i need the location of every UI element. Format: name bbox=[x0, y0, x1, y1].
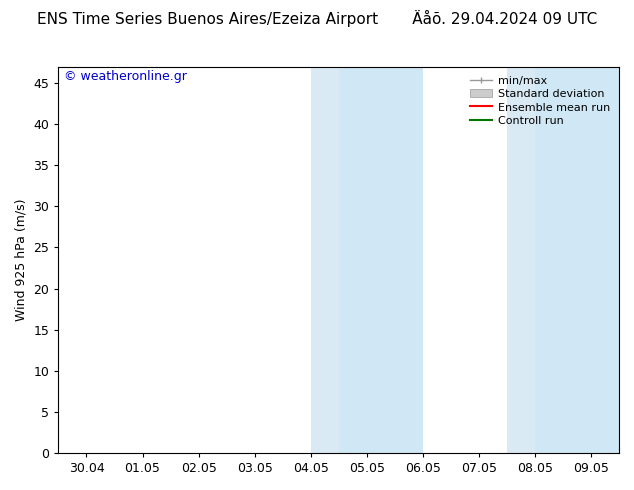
Bar bbox=[339, 67, 423, 453]
Text: ENS Time Series Buenos Aires/Ezeiza Airport       Äåõ. 29.04.2024 09 UTC: ENS Time Series Buenos Aires/Ezeiza Airp… bbox=[37, 10, 597, 27]
Bar bbox=[311, 67, 339, 453]
Text: © weatheronline.gr: © weatheronline.gr bbox=[64, 71, 187, 83]
Bar bbox=[535, 67, 619, 453]
Bar bbox=[507, 67, 535, 453]
Legend: min/max, Standard deviation, Ensemble mean run, Controll run: min/max, Standard deviation, Ensemble me… bbox=[467, 72, 614, 129]
Y-axis label: Wind 925 hPa (m/s): Wind 925 hPa (m/s) bbox=[15, 198, 28, 321]
